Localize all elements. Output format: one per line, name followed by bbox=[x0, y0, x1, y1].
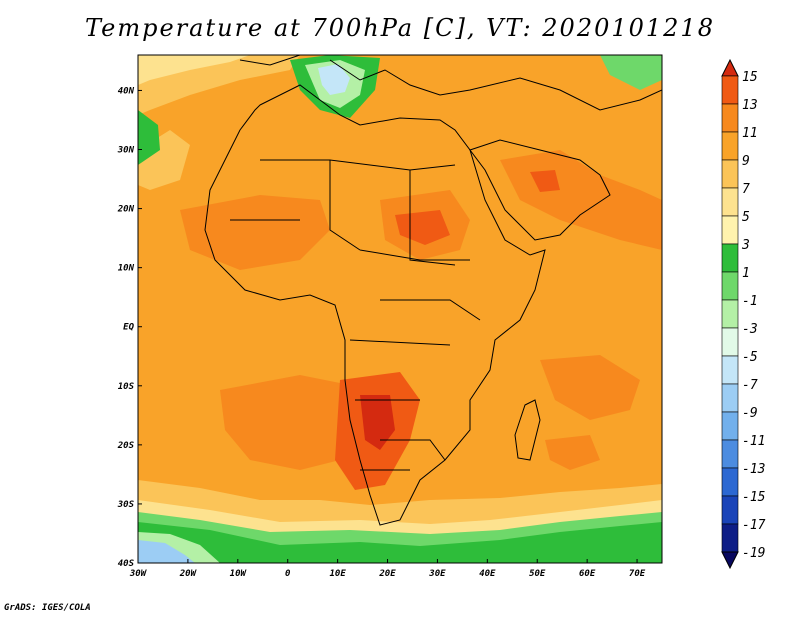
field-band-neg1-northeast bbox=[600, 55, 662, 90]
colorbar-label: -5 bbox=[742, 350, 758, 365]
lat-tick-label: 20N bbox=[117, 205, 135, 215]
colorbar-label: -17 bbox=[742, 518, 766, 533]
credit-label: GrADS: IGES/COLA bbox=[4, 603, 91, 613]
colorbar-label: 15 bbox=[742, 70, 758, 85]
colorbar-label: -11 bbox=[742, 434, 765, 449]
europe-coastline bbox=[239, 55, 662, 111]
field-band-1-atlantic bbox=[138, 110, 160, 165]
lon-tick-label: 20E bbox=[378, 569, 396, 579]
field-band-11-indian bbox=[540, 355, 640, 420]
colorbar-label: -15 bbox=[742, 490, 766, 505]
colorbar-label: 11 bbox=[742, 126, 758, 141]
field-band-11-southatlantic bbox=[220, 375, 360, 470]
lat-tick-label: 30S bbox=[117, 500, 135, 510]
colorbar-swatch bbox=[721, 327, 739, 357]
colorbar-swatch bbox=[721, 439, 739, 469]
colorbar-label: 1 bbox=[742, 266, 750, 281]
colorbar-label: -13 bbox=[742, 462, 765, 477]
colorbar-swatch bbox=[721, 411, 739, 441]
lat-tick-label: EQ bbox=[123, 323, 134, 333]
madagascar-coastline bbox=[514, 399, 541, 461]
colorbar-label: 13 bbox=[742, 98, 758, 113]
temperature-field bbox=[138, 55, 662, 563]
colorbar-swatch bbox=[721, 187, 739, 217]
colorbar-top-arrow bbox=[721, 58, 739, 77]
lat-tick-label: 30N bbox=[117, 146, 135, 156]
coastlines bbox=[204, 55, 662, 526]
axis-ticks: 30W 20W 10W 0 10E 20E 30E 40E 50E 60E 70E 40N 30N 20N… bbox=[117, 86, 646, 579]
colorbar-label: 5 bbox=[742, 210, 750, 225]
field-band-neg5-mediterranean bbox=[318, 64, 350, 95]
lon-tick-label: 10W bbox=[230, 569, 248, 579]
field-band-15-namibia bbox=[360, 395, 395, 450]
colorbar: 15 13 11 9 7 5 3 1 -1 -3 -5 -7 -9 -11 -13 -15 -17 -19 bbox=[721, 58, 766, 570]
lon-tick-label: 10E bbox=[329, 569, 346, 579]
lon-tick-label: 40E bbox=[479, 569, 496, 579]
lat-tick-label: 10N bbox=[118, 264, 135, 274]
lat-tick-label: 10S bbox=[118, 382, 135, 392]
colorbar-label: -3 bbox=[742, 322, 758, 337]
colorbar-swatch bbox=[721, 299, 739, 329]
colorbar-swatch bbox=[721, 523, 739, 553]
colorbar-label: -1 bbox=[742, 294, 758, 309]
lat-tick-label: 20S bbox=[117, 441, 135, 451]
colorbar-label: -9 bbox=[742, 406, 758, 421]
colorbar-swatch bbox=[721, 159, 739, 189]
colorbar-label: 7 bbox=[742, 182, 750, 197]
lon-tick-label: 30W bbox=[129, 569, 148, 579]
field-band-11-madagascar-east bbox=[545, 435, 600, 470]
colorbar-label: 3 bbox=[741, 238, 750, 253]
lat-tick-label: 40S bbox=[118, 559, 135, 569]
lon-tick-label: 30E bbox=[428, 569, 446, 579]
colorbar-swatch bbox=[721, 467, 739, 497]
colorbar-swatch bbox=[721, 495, 739, 525]
colorbar-label: -19 bbox=[742, 546, 765, 561]
africa-coastline bbox=[204, 84, 546, 526]
field-band-5-north bbox=[138, 55, 250, 85]
lon-tick-label: 60E bbox=[579, 569, 596, 579]
colorbar-bottom-arrow bbox=[721, 551, 739, 570]
colorbar-swatch bbox=[721, 131, 739, 161]
map-title: Temperature at 700hPa [C], VT: 202010121… bbox=[85, 14, 715, 42]
colorbar-label: -7 bbox=[742, 378, 758, 393]
field-band-neg7-southwest bbox=[138, 540, 195, 563]
colorbar-swatch bbox=[721, 271, 739, 301]
colorbar-swatch bbox=[721, 75, 739, 105]
field-band-1-south bbox=[138, 522, 662, 563]
colorbar-swatch bbox=[721, 243, 739, 273]
africa-borders bbox=[230, 159, 481, 471]
field-band-13-sudan bbox=[395, 210, 450, 245]
field-band-13-arabia bbox=[530, 170, 560, 192]
lon-tick-label: 20W bbox=[179, 569, 198, 579]
plot-frame bbox=[137, 54, 663, 564]
field-base-9 bbox=[138, 55, 662, 563]
lon-tick-label: 0 bbox=[285, 569, 291, 579]
colorbar-swatch bbox=[721, 103, 739, 133]
colorbar-swatch bbox=[721, 383, 739, 413]
colorbar-swatch bbox=[721, 355, 739, 385]
lon-tick-label: 50E bbox=[529, 569, 546, 579]
arabia-coastline bbox=[469, 139, 611, 241]
colorbar-label: 9 bbox=[742, 154, 750, 169]
field-band-11-sahel-west bbox=[180, 195, 330, 270]
lon-tick-label: 70E bbox=[629, 569, 646, 579]
colorbar-swatch bbox=[721, 215, 739, 245]
lat-tick-label: 40N bbox=[118, 86, 135, 96]
